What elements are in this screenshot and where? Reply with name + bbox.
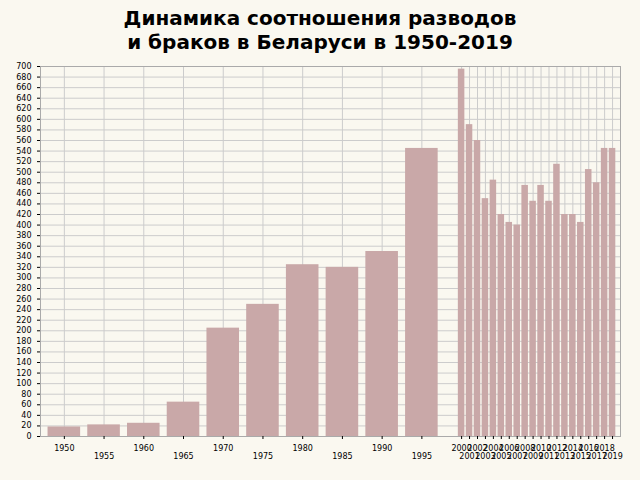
svg-text:1955: 1955 — [94, 452, 114, 461]
svg-text:2019: 2019 — [602, 452, 622, 461]
svg-text:2017: 2017 — [586, 452, 607, 462]
svg-text:2001: 2001 — [459, 452, 480, 462]
svg-text:600: 600 — [16, 115, 31, 124]
svg-text:40: 40 — [21, 411, 31, 420]
svg-text:700: 700 — [16, 62, 31, 71]
svg-text:320: 320 — [16, 263, 31, 272]
svg-text:1975: 1975 — [253, 452, 273, 461]
svg-text:120: 120 — [16, 369, 31, 378]
svg-text:2011: 2011 — [538, 452, 560, 462]
svg-text:680: 680 — [16, 73, 31, 82]
svg-text:2007: 2007 — [507, 452, 528, 462]
svg-text:400: 400 — [16, 221, 31, 230]
svg-text:2009: 2009 — [522, 452, 544, 462]
svg-text:440: 440 — [16, 199, 31, 208]
svg-text:340: 340 — [16, 252, 31, 261]
html-text:и браков в Беларуси в 1950-201: и браков в Беларуси в 1950-2019 — [127, 30, 513, 54]
svg-text:620: 620 — [16, 104, 31, 113]
svg-text:80: 80 — [21, 390, 31, 399]
svg-text:100: 100 — [16, 379, 31, 388]
svg-text:1990: 1990 — [372, 444, 392, 453]
svg-text:2013: 2013 — [554, 452, 576, 462]
svg-text:20: 20 — [21, 421, 31, 430]
svg-text:0: 0 — [26, 432, 31, 441]
svg-text:1985: 1985 — [332, 452, 352, 461]
svg-text:420: 420 — [16, 210, 31, 219]
svg-text:1950: 1950 — [54, 444, 74, 453]
svg-text:660: 660 — [16, 83, 31, 92]
svg-text:540: 540 — [16, 147, 31, 156]
svg-text:1970: 1970 — [213, 444, 233, 453]
svg-text:460: 460 — [16, 189, 31, 198]
svg-text:180: 180 — [16, 337, 31, 346]
svg-text:260: 260 — [16, 295, 31, 304]
svg-text:560: 560 — [16, 136, 31, 145]
svg-text:520: 520 — [16, 157, 31, 166]
svg-text:300: 300 — [16, 273, 31, 282]
svg-text:1995: 1995 — [412, 452, 432, 461]
svg-text:480: 480 — [16, 178, 31, 187]
svg-text:240: 240 — [16, 305, 31, 314]
svg-text:500: 500 — [16, 168, 31, 177]
svg-text:580: 580 — [16, 125, 31, 134]
svg-text:380: 380 — [16, 231, 31, 240]
svg-text:160: 160 — [16, 347, 31, 356]
svg-text:2003: 2003 — [475, 452, 496, 462]
svg-text:360: 360 — [16, 242, 31, 251]
html-text:Динамика соотношения разводов: Динамика соотношения разводов — [123, 6, 517, 30]
svg-text:1980: 1980 — [293, 444, 313, 453]
svg-text:60: 60 — [21, 400, 31, 409]
svg-text:2018: 2018 — [594, 444, 615, 454]
svg-text:2005: 2005 — [491, 452, 512, 462]
svg-text:1960: 1960 — [134, 444, 154, 453]
svg-text:2015: 2015 — [570, 452, 591, 462]
svg-text:140: 140 — [16, 358, 31, 367]
svg-text:200: 200 — [16, 326, 31, 335]
svg-text:640: 640 — [16, 94, 31, 103]
svg-text:280: 280 — [16, 284, 31, 293]
svg-text:220: 220 — [16, 316, 31, 325]
svg-text:1965: 1965 — [173, 452, 193, 461]
